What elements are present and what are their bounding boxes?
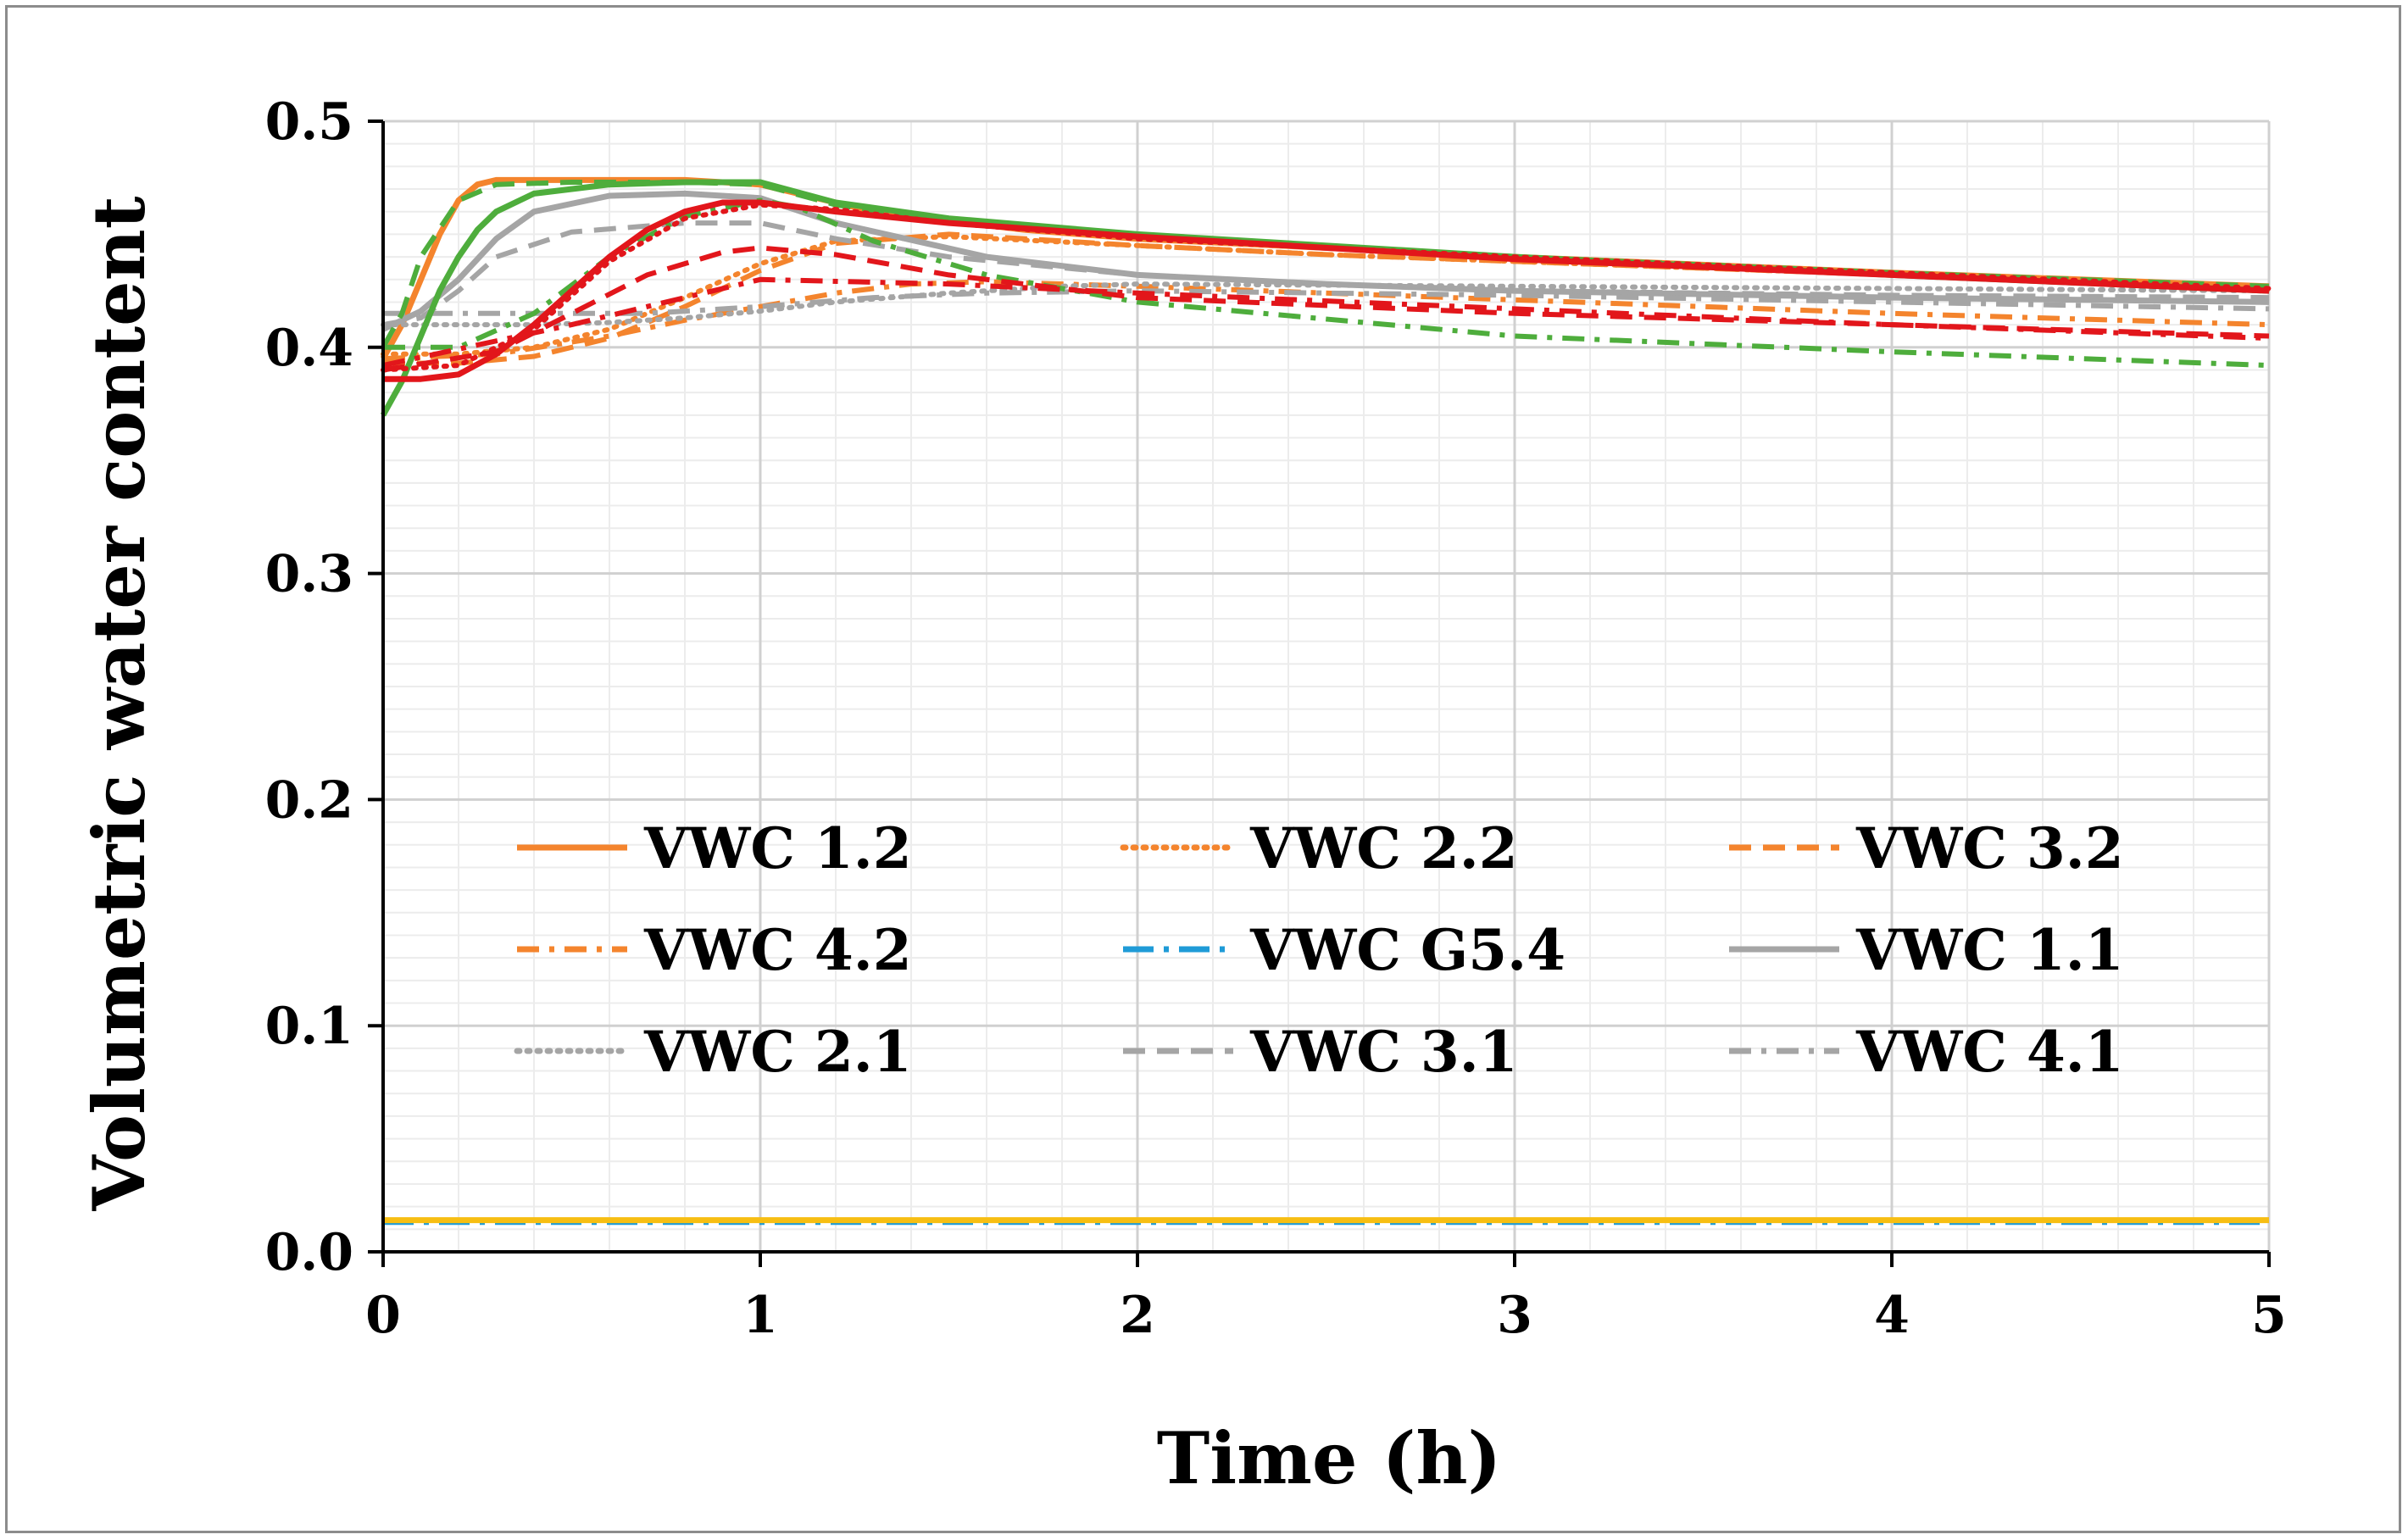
- series-line-vwc-1-2: [380, 176, 2270, 360]
- x-tick-label: 5: [2251, 1286, 2287, 1345]
- legend-label: VWC 3.1: [1249, 1019, 1518, 1085]
- y-axis-title: Volumetric water content: [77, 196, 161, 1211]
- x-tick-label: 1: [742, 1286, 778, 1345]
- legend-item-vwc-2-2: VWC 2.2: [1120, 815, 1518, 881]
- y-tick-label: 0.4: [265, 319, 353, 378]
- legend-label: VWC G5.4: [1249, 917, 1565, 983]
- legend-item-vwc-1-1: VWC 1.1: [1729, 917, 2124, 983]
- y-tick-label: 0.1: [265, 997, 353, 1056]
- series-layer: [380, 176, 2272, 1226]
- legend-item-vwc-4-2: VWC 4.2: [517, 917, 912, 983]
- series-line-vwc-3-1: [382, 220, 2270, 328]
- series-line-red-dash-dot: [382, 276, 2270, 369]
- legend-item-vwc-1-2: VWC 1.2: [517, 815, 912, 881]
- legend-item-vwc-3-1: VWC 3.1: [1123, 1019, 1518, 1085]
- y-tick-label: 0.3: [265, 545, 353, 604]
- legend-label: VWC 2.1: [643, 1019, 912, 1085]
- x-tick-label: 4: [1874, 1286, 1910, 1345]
- x-tick-label: 0: [365, 1286, 401, 1345]
- legend-label: VWC 2.2: [1249, 815, 1518, 881]
- series-line-vwc-4-2: [382, 279, 2270, 362]
- axes: 0.0 0.1 0.2 0.3 0.4 0.5 0 1 2 3 4 5: [265, 92, 2287, 1345]
- y-tick-label: 0.2: [265, 770, 353, 830]
- x-tick-label: 2: [1120, 1286, 1155, 1345]
- series-line-vwc-4-1: [383, 288, 2270, 316]
- series-line-vwc-1-1: [381, 190, 2270, 332]
- legend-item-vwc-2-1: VWC 2.1: [514, 1019, 912, 1085]
- legend-item-vwc-4-1: VWC 4.1: [1729, 1019, 2124, 1085]
- legend-label: VWC 3.2: [1855, 815, 2124, 881]
- chart-frame: [5, 5, 2401, 1533]
- y-tick-label: 0.5: [265, 92, 353, 152]
- series-line-red-dot: [381, 202, 2272, 373]
- legend-item-vwc-3-2: VWC 3.2: [1729, 815, 2124, 881]
- legend: VWC 1.2 VWC 2.2 VWC 3.2 VWC 4.2 VWC G5.4 VWC …: [514, 815, 2124, 1085]
- series-line-red-dash: [382, 245, 2270, 373]
- x-tick-label: 3: [1497, 1286, 1532, 1345]
- legend-label: VWC 4.2: [643, 917, 912, 983]
- series-line-green-dash-dot: [383, 197, 2270, 369]
- legend-label: VWC 1.2: [643, 815, 912, 881]
- x-axis-title: Time (h): [1157, 1416, 1502, 1500]
- series-line-red-solid: [383, 199, 2270, 382]
- y-tick-label: 0.0: [265, 1223, 353, 1282]
- legend-item-vwc-g5-4: VWC G5.4: [1123, 917, 1565, 983]
- legend-label: VWC 1.1: [1855, 917, 2124, 983]
- legend-label: VWC 4.1: [1855, 1019, 2124, 1085]
